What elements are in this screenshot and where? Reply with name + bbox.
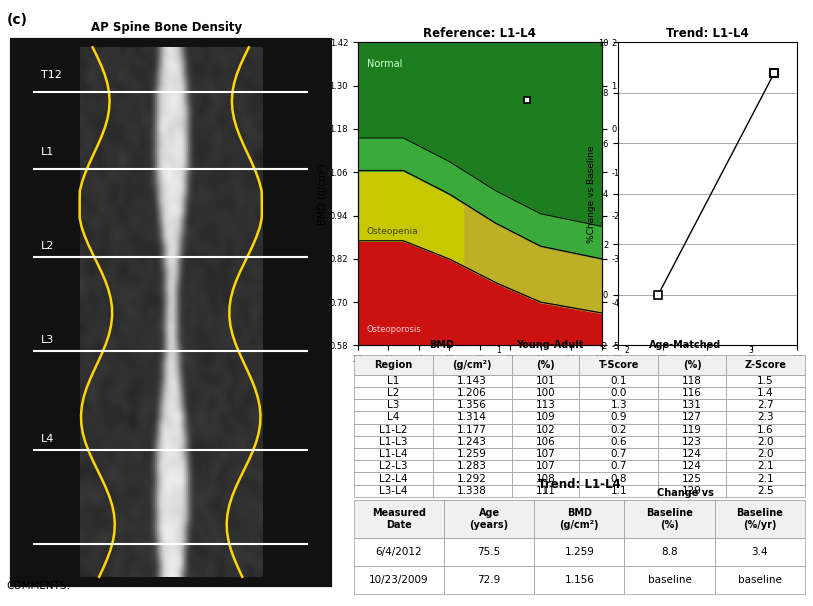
Text: Change vs: Change vs xyxy=(657,488,714,498)
Title: Reference: L1-L4: Reference: L1-L4 xyxy=(424,27,536,40)
Title: Trend: L1-L4: Trend: L1-L4 xyxy=(666,27,749,40)
Text: Young-Adult: Young-Adult xyxy=(516,340,584,350)
Text: Osteopenia: Osteopenia xyxy=(367,227,419,236)
Y-axis label: %Change vs Baseline: %Change vs Baseline xyxy=(587,145,596,242)
Text: L3: L3 xyxy=(41,335,54,345)
Text: BMD: BMD xyxy=(429,340,454,350)
Text: T12: T12 xyxy=(41,70,62,80)
Text: 2: 2 xyxy=(624,345,629,355)
Text: L1: L1 xyxy=(41,147,54,157)
Y-axis label: YA T-Score: YA T-Score xyxy=(623,168,633,219)
X-axis label: Age (years): Age (years) xyxy=(679,370,736,380)
Text: AP Spine Bone Density: AP Spine Bone Density xyxy=(91,21,242,34)
Y-axis label: BMD (g/cm²): BMD (g/cm²) xyxy=(318,163,328,225)
Text: (c): (c) xyxy=(7,13,28,27)
Text: Osteoporosis: Osteoporosis xyxy=(367,325,422,334)
Text: 1: 1 xyxy=(496,345,501,355)
Text: 1: 1 xyxy=(543,487,548,496)
Text: L4: L4 xyxy=(41,434,54,444)
Text: Trend: L1-L4: Trend: L1-L4 xyxy=(538,478,620,491)
Text: Normal: Normal xyxy=(367,59,402,69)
Text: L2: L2 xyxy=(41,241,54,251)
Text: Age-Matched: Age-Matched xyxy=(649,340,721,350)
Text: COMMENTS:: COMMENTS: xyxy=(7,581,71,591)
Text: 3: 3 xyxy=(749,345,754,355)
X-axis label: Age (years): Age (years) xyxy=(451,370,508,380)
